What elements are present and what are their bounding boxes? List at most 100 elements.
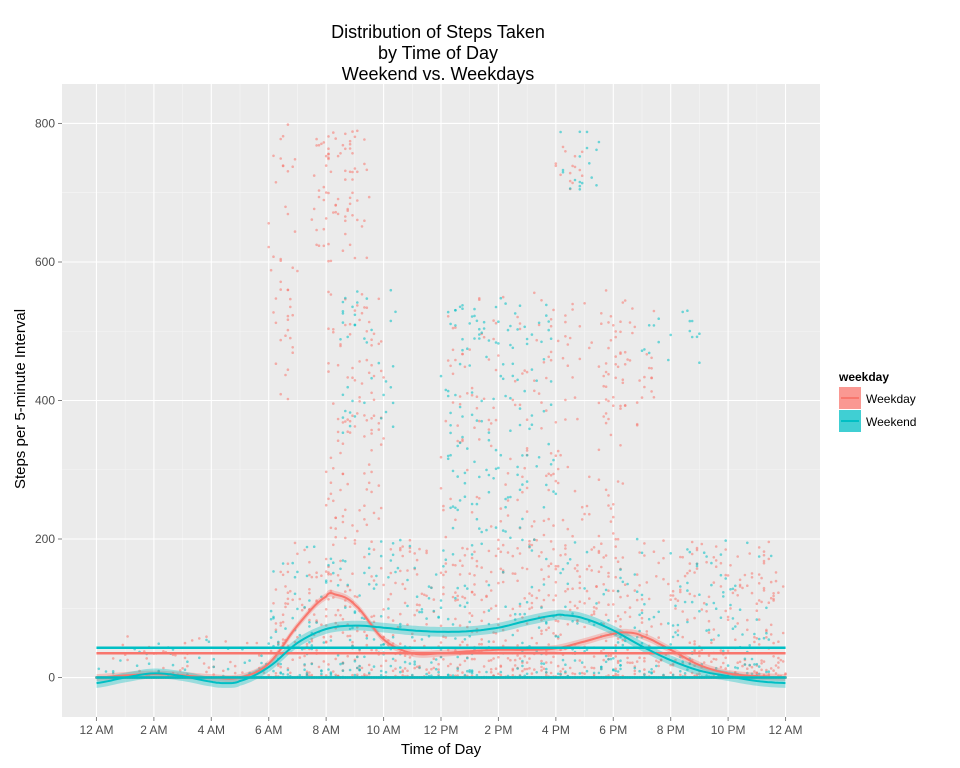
data-point — [767, 673, 771, 676]
data-point — [413, 666, 417, 670]
data-point — [564, 335, 567, 338]
data-point — [688, 592, 692, 596]
data-point — [329, 671, 333, 674]
data-point — [655, 659, 658, 663]
data-point — [707, 631, 711, 634]
data-point — [344, 296, 347, 300]
data-point — [341, 442, 345, 446]
data-point — [671, 635, 675, 639]
data-point — [571, 587, 574, 590]
data-point — [451, 401, 455, 404]
data-point — [511, 374, 515, 378]
data-point — [506, 499, 510, 502]
data-point — [492, 640, 495, 643]
data-point — [518, 403, 522, 407]
data-point — [322, 141, 326, 144]
data-point — [719, 665, 723, 669]
data-point — [533, 520, 536, 523]
data-point — [456, 475, 460, 478]
data-point — [274, 321, 278, 325]
data-point — [702, 551, 706, 554]
data-point — [315, 144, 318, 147]
data-point — [573, 541, 577, 544]
data-point — [434, 658, 438, 661]
data-point — [595, 148, 598, 152]
data-point — [767, 638, 771, 641]
data-point — [679, 588, 682, 592]
data-point — [348, 142, 352, 146]
data-point — [348, 147, 352, 150]
data-point — [341, 321, 345, 324]
data-point — [597, 401, 601, 405]
data-point — [245, 641, 249, 645]
data-point — [516, 644, 519, 647]
x-tick-label: 2 PM — [484, 723, 512, 737]
data-point — [339, 488, 342, 492]
data-point — [614, 655, 617, 658]
data-point — [212, 657, 215, 661]
data-point — [363, 162, 366, 166]
data-point — [353, 539, 357, 542]
data-point — [681, 660, 684, 663]
data-point — [647, 644, 651, 648]
data-point — [461, 415, 464, 418]
data-point — [284, 585, 287, 588]
data-point — [686, 571, 689, 575]
data-point — [714, 565, 718, 568]
data-point — [492, 477, 495, 480]
data-point — [511, 572, 515, 575]
data-point — [573, 659, 577, 662]
data-point — [489, 422, 493, 425]
data-point — [619, 595, 622, 599]
data-point — [298, 633, 302, 637]
data-point — [389, 592, 393, 596]
data-point — [592, 606, 596, 609]
data-point — [688, 329, 692, 333]
data-point — [334, 621, 338, 625]
data-point — [348, 322, 352, 326]
data-point — [671, 594, 675, 597]
data-point — [370, 470, 373, 474]
data-point — [281, 613, 285, 616]
data-point — [461, 348, 464, 352]
data-point — [458, 663, 462, 667]
data-point — [585, 589, 589, 593]
data-point — [542, 533, 546, 537]
data-point — [468, 572, 472, 575]
data-point — [461, 435, 464, 439]
data-point — [564, 670, 567, 673]
data-point — [549, 562, 553, 565]
data-point — [356, 529, 359, 533]
data-point — [332, 561, 335, 564]
data-point — [332, 467, 335, 470]
data-point — [528, 427, 531, 431]
data-point — [324, 579, 328, 582]
data-point — [442, 565, 445, 568]
data-point — [640, 609, 644, 612]
data-point — [346, 482, 350, 486]
data-point — [635, 573, 639, 576]
data-point — [449, 453, 452, 457]
data-point — [341, 661, 345, 665]
data-point — [561, 168, 565, 172]
data-point — [291, 165, 295, 168]
data-point — [401, 670, 405, 674]
data-point — [379, 369, 383, 373]
data-point — [356, 170, 359, 174]
data-point — [463, 659, 467, 663]
data-point — [344, 147, 347, 151]
data-point — [545, 376, 548, 380]
data-point — [339, 338, 342, 341]
data-point — [286, 397, 290, 401]
data-point — [571, 672, 574, 675]
data-point — [356, 655, 359, 659]
data-point — [348, 170, 352, 174]
data-point — [686, 589, 689, 592]
data-point — [609, 433, 613, 437]
data-point — [351, 170, 354, 174]
data-point — [394, 667, 397, 671]
data-point — [604, 370, 608, 374]
data-point — [279, 621, 283, 625]
data-point — [676, 599, 680, 602]
data-point — [171, 663, 175, 667]
